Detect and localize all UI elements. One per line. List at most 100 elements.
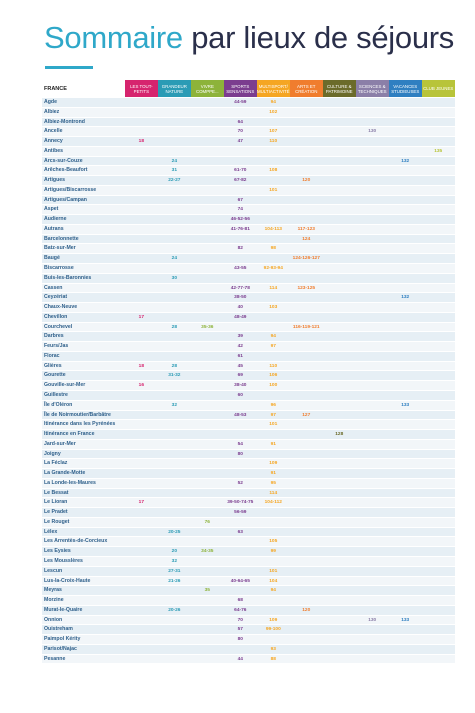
page-ref [421,527,455,537]
page-ref [322,283,356,293]
page-ref [421,107,455,117]
place-name: Darbres [42,332,125,342]
table-row: Lescun 27-31 101 [42,565,455,576]
page-ref [322,107,356,117]
page-ref: 43-55 [223,264,257,273]
page-ref: 101 [256,420,290,430]
place-name: Audierne [42,215,125,224]
page-ref [157,117,191,127]
place-name: La Londe-les-Maures [42,478,125,488]
page-ref [289,361,323,371]
page-ref [223,146,257,156]
page-ref [157,185,191,195]
page-ref [322,312,356,322]
page-ref [223,586,257,596]
table-row: Île d'Oléron 32 96 133 [42,399,455,410]
page-ref [421,234,455,244]
page-ref [190,430,224,439]
title-part: par lieux de séjours [191,20,455,55]
table-row: Lélex 20-25 63 [42,526,455,537]
table-row: Audierne 46-52-56 [42,214,455,224]
page-ref [157,390,191,400]
page-ref: 56-59 [223,508,257,517]
page-ref [322,576,356,586]
page-ref [388,117,422,127]
page-ref [355,537,389,547]
page-ref [289,644,323,654]
page-ref: 88 [256,654,290,664]
page-ref [388,361,422,371]
page-ref [322,361,356,371]
page-ref [421,478,455,488]
place-name: Le Bessat [42,488,125,498]
page-ref [190,488,224,498]
page-ref [157,293,191,303]
page-ref [190,146,224,156]
table-row: Arêches-Beaufort 31 61-70 108 [42,165,455,176]
page-ref [125,273,158,283]
table-row: Paimpol Kérity 80 [42,634,455,644]
page-ref [355,488,389,498]
page-ref [125,185,158,195]
page-ref: 39-50-74-75 [223,498,257,508]
table-row: Gouville-sur-Mer 16 38-40 100 [42,380,455,390]
page-ref: 17 [125,312,158,322]
page-ref [157,498,191,508]
page-ref [289,332,323,342]
page-ref [355,635,389,644]
page-ref [256,312,290,322]
page-ref: 40-64-65 [223,576,257,586]
page-ref [388,371,422,381]
page-ref [322,605,356,615]
page-ref [256,156,290,166]
place-name: Île de Noirmoutier/Barbâtre [42,410,125,420]
page-ref [125,420,158,430]
page-ref [190,244,224,254]
page-ref [322,224,356,234]
page-ref [289,635,323,644]
page-ref [223,488,257,498]
page-ref [388,146,422,156]
page-ref [421,283,455,293]
page-ref [289,98,323,107]
page-ref: 24 [157,254,191,264]
page-ref [322,176,356,185]
table-row: Le Rouget 76 [42,516,455,527]
page-ref [322,508,356,517]
page-ref [157,351,191,361]
page-ref [355,459,389,469]
page-ref [421,205,455,215]
page-ref: 80 [223,449,257,459]
page-ref [190,215,224,224]
page-ref [256,215,290,224]
page-ref [125,293,158,303]
table-row: Buis-les-Baronnies 30 [42,272,455,283]
page-ref [157,625,191,635]
page-ref [289,576,323,586]
page-ref: 123-125 [289,283,323,293]
table-row: Artigues 22-27 67-82 120 [42,175,455,185]
page-ref: 92-93-94 [256,264,290,273]
page-ref: 91 [256,439,290,449]
page-ref [355,596,389,605]
page-ref [289,312,323,322]
page-ref [256,293,290,303]
place-name: Ouistreham [42,625,125,635]
page-ref [157,508,191,517]
page-ref: 135 [421,146,455,156]
page-ref: 117-123 [289,224,323,234]
place-name: Ancelle [42,127,125,137]
page-ref [125,449,158,459]
page-ref [421,390,455,400]
page-ref: 76 [190,517,224,527]
page-ref [421,488,455,498]
page-ref: 70 [223,127,257,137]
page-ref [223,156,257,166]
page-ref: 68 [223,596,257,605]
page-ref [157,342,191,351]
page-ref [223,517,257,527]
page-ref [322,596,356,605]
page-ref [289,615,323,625]
page-ref [355,293,389,303]
page-ref [421,332,455,342]
